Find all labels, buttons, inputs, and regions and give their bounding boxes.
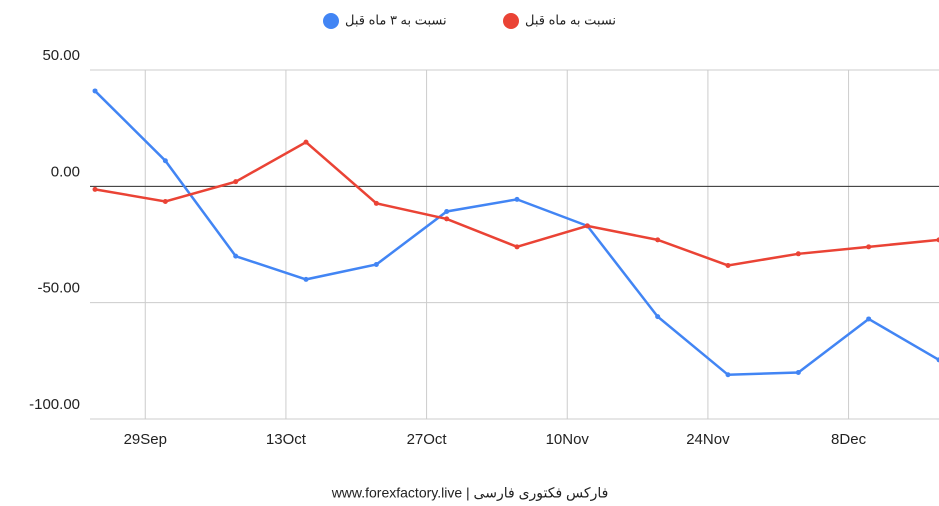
point: [303, 276, 309, 282]
point: [655, 237, 661, 243]
y-tick-label: 0.00: [51, 163, 80, 180]
point: [795, 251, 801, 257]
point: [162, 158, 168, 164]
legend-label: نسبت به ماه قبل: [525, 12, 616, 27]
point: [373, 262, 379, 268]
point: [866, 244, 872, 250]
point: [233, 179, 239, 185]
point: [584, 223, 590, 229]
point: [444, 208, 450, 214]
point: [233, 253, 239, 259]
legend-label: نسبت به ۳ ماه قبل: [345, 12, 447, 27]
legend-swatch: [503, 13, 519, 29]
x-tick-label: 27Oct: [407, 431, 448, 448]
x-tick-label: 13Oct: [266, 431, 307, 448]
point: [655, 314, 661, 320]
y-tick-label: -100.00: [29, 396, 80, 413]
point: [92, 186, 98, 192]
point: [866, 316, 872, 322]
x-tick-label: 24Nov: [686, 431, 730, 448]
legend-swatch: [323, 13, 339, 29]
caption: فارکس فکتوری فارسی | www.forexfactory.li…: [331, 485, 609, 502]
point: [936, 237, 939, 243]
point: [936, 357, 939, 363]
series-line: [94, 90, 939, 377]
point: [725, 262, 731, 268]
point: [162, 198, 168, 204]
y-tick-label: -50.00: [37, 280, 80, 297]
point: [373, 200, 379, 206]
point: [514, 244, 520, 250]
point: [725, 372, 731, 378]
point: [444, 216, 450, 222]
point: [795, 369, 801, 375]
x-tick-label: 29Sep: [124, 431, 167, 448]
point: [303, 139, 309, 145]
x-tick-label: 8Dec: [831, 431, 867, 448]
point: [92, 88, 98, 94]
x-tick-label: 10Nov: [546, 431, 590, 448]
y-tick-label: 50.00: [42, 47, 80, 64]
point: [514, 196, 520, 202]
